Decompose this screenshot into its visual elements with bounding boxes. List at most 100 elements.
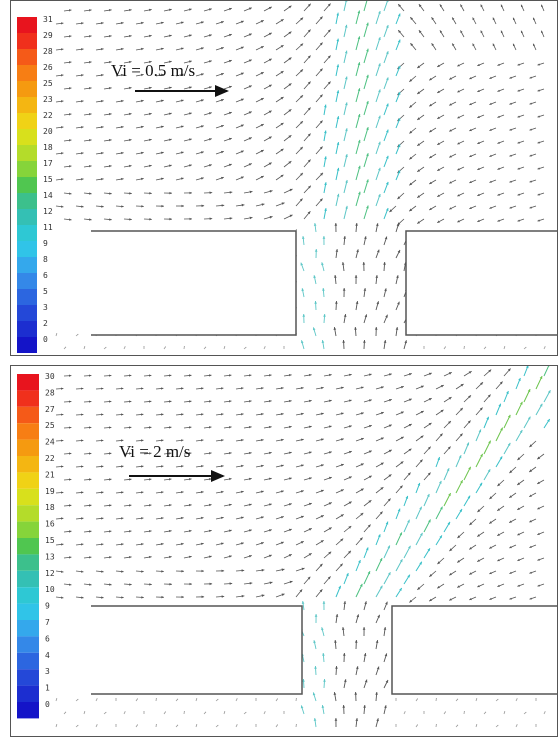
velocity-vector-head bbox=[81, 596, 84, 598]
colorbar-swatch bbox=[17, 33, 37, 49]
velocity-vector-head bbox=[181, 570, 184, 573]
colorbar-tick-label: 15 bbox=[45, 536, 55, 545]
velocity-vector-head bbox=[242, 569, 245, 572]
velocity-vector-head bbox=[181, 151, 184, 154]
velocity-vector-head bbox=[343, 653, 346, 656]
colorbar-swatch bbox=[17, 273, 37, 289]
velocity-vector-head bbox=[269, 478, 272, 480]
colorbar-tick-label: 26 bbox=[43, 63, 53, 72]
velocity-vector-head bbox=[101, 388, 103, 390]
velocity-vector-head bbox=[141, 100, 144, 102]
velocity-vector-head bbox=[89, 192, 92, 195]
colorbar-swatch bbox=[17, 489, 39, 505]
velocity-vector-head bbox=[141, 387, 143, 389]
colorbar-swatch bbox=[17, 161, 37, 177]
colorbar-swatch bbox=[17, 554, 39, 570]
velocity-vector-head bbox=[81, 388, 83, 390]
velocity-vector-head bbox=[221, 99, 224, 102]
velocity-vector-head bbox=[314, 666, 317, 669]
colorbar-swatch bbox=[17, 522, 39, 538]
velocity-vector-head bbox=[386, 522, 389, 525]
inlet-velocity-label-1: Vi = 0.5 m/s bbox=[111, 61, 195, 81]
velocity-vector-head bbox=[210, 583, 213, 586]
velocity-vector-head bbox=[161, 100, 164, 103]
velocity-vector-head bbox=[169, 400, 172, 402]
colorbar-tick-label: 12 bbox=[45, 569, 55, 578]
colorbar-tick-label: 25 bbox=[45, 421, 55, 430]
velocity-vector-head bbox=[221, 177, 224, 180]
colorbar-swatch bbox=[17, 653, 39, 669]
velocity-vector-head bbox=[201, 543, 204, 545]
velocity-vector-head bbox=[161, 22, 164, 24]
velocity-vector-head bbox=[109, 504, 112, 506]
velocity-vector-head bbox=[141, 178, 144, 180]
velocity-vector-head bbox=[149, 139, 152, 141]
colorbar-tick-label: 19 bbox=[45, 487, 55, 496]
velocity-vector-head bbox=[401, 386, 404, 389]
velocity-vector-head bbox=[261, 491, 264, 494]
colorbar-swatch bbox=[17, 177, 37, 193]
colorbar-swatch bbox=[17, 374, 39, 390]
velocity-vector-head bbox=[314, 301, 317, 304]
colorbar-swatch bbox=[17, 129, 37, 145]
velocity-vector-head bbox=[335, 301, 338, 304]
velocity-vector-head bbox=[169, 87, 172, 89]
velocity-vector-head bbox=[129, 374, 131, 376]
colorbar-swatch bbox=[17, 636, 39, 652]
velocity-vector-head bbox=[378, 142, 381, 145]
velocity-vector-head bbox=[538, 585, 540, 587]
velocity-vector-head bbox=[375, 327, 378, 330]
velocity-vector-head bbox=[222, 595, 225, 598]
velocity-vector-head bbox=[181, 177, 184, 180]
velocity-vector-head bbox=[376, 223, 379, 226]
velocity-vector-head bbox=[302, 314, 305, 317]
velocity-vector-head bbox=[121, 491, 124, 493]
velocity-vector-head bbox=[61, 465, 63, 467]
velocity-vector-head bbox=[530, 598, 532, 600]
velocity-vector-head bbox=[322, 653, 325, 656]
velocity-vector-head bbox=[101, 570, 104, 572]
flow-direction-arrow-2 bbox=[129, 475, 223, 477]
velocity-vector-head bbox=[221, 125, 224, 127]
velocity-vector-head bbox=[343, 236, 346, 239]
colorbar-swatch bbox=[17, 257, 37, 273]
velocity-vector-head bbox=[344, 679, 347, 682]
colorbar-tick-label: 6 bbox=[43, 271, 48, 280]
velocity-panel-1: 31 29 28 26 25 23 22 20 18 17 15 14 12 11 9 8 6 5 3 2 0 Vi =… bbox=[10, 0, 558, 356]
velocity-vector-head bbox=[149, 192, 152, 195]
velocity-vector-head bbox=[141, 205, 144, 207]
velocity-vector-head bbox=[161, 126, 164, 129]
colorbar-tick-label: 14 bbox=[43, 191, 53, 200]
velocity-vector-head bbox=[61, 388, 63, 390]
velocity-vector-head bbox=[161, 205, 164, 208]
velocity-vector-head bbox=[309, 400, 312, 402]
velocity-vector-head bbox=[169, 218, 172, 221]
velocity-vector-head bbox=[89, 426, 91, 428]
velocity-vector-head bbox=[190, 218, 193, 221]
colorbar-tick-label: 15 bbox=[43, 175, 53, 184]
velocity-vector-head bbox=[69, 478, 71, 480]
colorbar-swatch bbox=[17, 538, 39, 554]
velocity-vector-head bbox=[209, 530, 212, 532]
colorbar-swatch bbox=[17, 113, 37, 129]
velocity-vector-head bbox=[342, 340, 345, 343]
velocity-vector-head bbox=[322, 288, 325, 291]
velocity-vector-head bbox=[302, 568, 305, 571]
velocity-vector-head bbox=[141, 152, 144, 154]
colorbar-swatch bbox=[17, 321, 37, 337]
colorbar-tick-label: 11 bbox=[43, 223, 53, 232]
vector-field-plot-1: 31292826252322201817151412119865320 bbox=[11, 1, 558, 356]
colorbar-tick-label: 1 bbox=[45, 684, 50, 693]
velocity-vector-head bbox=[89, 530, 92, 532]
velocity-vector-head bbox=[109, 426, 111, 428]
velocity-vector bbox=[544, 366, 550, 376]
velocity-vector-head bbox=[190, 192, 193, 195]
colorbar-swatch bbox=[17, 49, 37, 65]
colorbar-swatch bbox=[17, 669, 39, 685]
velocity-vector bbox=[344, 1, 347, 11]
velocity-vector-head bbox=[221, 73, 224, 76]
velocity-vector-head bbox=[221, 517, 224, 519]
velocity-vector-head bbox=[323, 601, 326, 604]
colorbar-tick-label: 17 bbox=[43, 159, 53, 168]
velocity-vector-head bbox=[229, 8, 232, 10]
